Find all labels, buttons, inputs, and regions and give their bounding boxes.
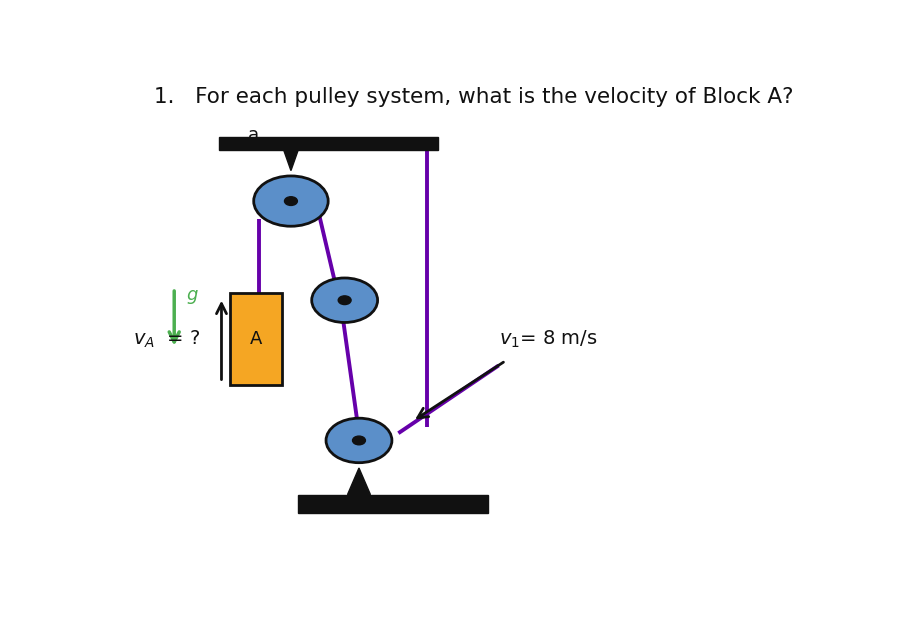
Polygon shape (347, 468, 371, 495)
Text: A: A (249, 330, 262, 348)
Bar (230, 293, 282, 385)
Text: $v_A$  = ?: $v_A$ = ? (133, 328, 201, 350)
Circle shape (353, 436, 365, 445)
Circle shape (326, 418, 392, 463)
Text: 1.   For each pulley system, what is the velocity of Block A?: 1. For each pulley system, what is the v… (153, 87, 794, 107)
Bar (219, 137, 438, 150)
Text: g: g (187, 286, 198, 305)
Circle shape (338, 296, 351, 305)
Circle shape (254, 176, 328, 226)
Polygon shape (284, 150, 298, 171)
Bar (298, 495, 488, 513)
Circle shape (311, 278, 378, 322)
Circle shape (285, 197, 298, 205)
Text: a.: a. (248, 126, 265, 144)
Text: $v_1$= 8 m/s: $v_1$= 8 m/s (499, 328, 597, 350)
